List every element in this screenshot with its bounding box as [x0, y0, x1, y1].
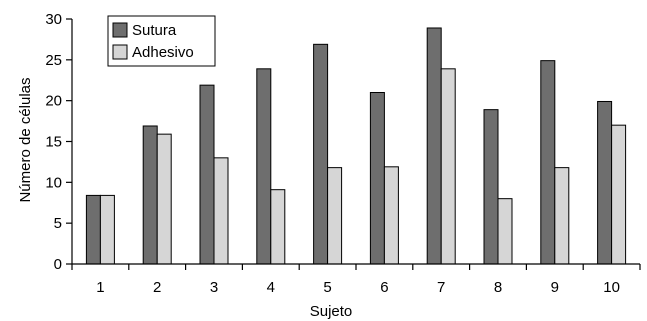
bar-adhesivo-4 [270, 189, 286, 265]
x-axis-label: Sujeto [310, 303, 353, 320]
y-ticks-group: 0 5 10 15 20 25 30 [45, 11, 72, 273]
y-tick-label: 15 [45, 134, 62, 151]
x-tick-label: 7 [437, 279, 445, 296]
bar-sutura-7 [426, 27, 442, 265]
bar-sutura-5 [313, 43, 329, 265]
legend-swatch-adhesivo [112, 44, 128, 60]
bar-adhesivo-5 [327, 167, 343, 265]
bar-sutura-3 [199, 84, 215, 265]
bar-sutura-2 [142, 125, 158, 265]
bar-adhesivo-1 [99, 194, 115, 265]
bar-sutura-1 [85, 194, 101, 265]
bar-adhesivo-2 [156, 133, 172, 265]
y-tick-label: 20 [45, 93, 62, 110]
bar-sutura-10 [597, 100, 613, 265]
legend: Sutura Adhesivo [107, 15, 216, 67]
legend-label-sutura: Sutura [132, 22, 177, 39]
x-tick-label: 9 [551, 279, 559, 296]
y-tick-label: 5 [54, 215, 62, 232]
bar-sutura-9 [540, 60, 556, 265]
y-tick-label: 0 [54, 256, 62, 273]
bar-adhesivo-10 [611, 124, 627, 265]
legend-swatch-sutura [112, 22, 128, 38]
x-tick-label: 10 [603, 279, 620, 296]
x-tick-label: 4 [267, 279, 275, 296]
bar-adhesivo-9 [554, 167, 570, 265]
x-tick-label: 8 [494, 279, 502, 296]
x-tick-label: 3 [210, 279, 218, 296]
bar-adhesivo-8 [497, 198, 513, 265]
bar-sutura-6 [369, 92, 385, 265]
legend-label-adhesivo: Adhesivo [132, 44, 194, 61]
y-tick-label: 30 [45, 11, 62, 28]
bar-sutura-8 [483, 109, 499, 265]
y-tick-label: 25 [45, 52, 62, 69]
x-tick-label: 1 [96, 279, 104, 296]
y-axis-label: Número de células [17, 77, 34, 202]
y-tick-label: 10 [45, 174, 62, 191]
x-tick-label: 2 [153, 279, 161, 296]
x-ticks-group: 1 2 3 4 5 6 7 8 9 10 [71, 264, 641, 296]
bar-adhesivo-7 [440, 68, 456, 265]
bar-adhesivo-6 [383, 166, 399, 265]
x-tick-label: 5 [323, 279, 331, 296]
bar-adhesivo-3 [213, 157, 229, 265]
x-tick-label: 6 [380, 279, 388, 296]
bar-sutura-4 [256, 68, 272, 265]
